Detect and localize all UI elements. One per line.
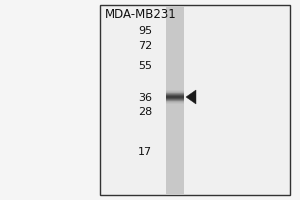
Bar [166,6,184,194]
Bar [166,92,184,93]
Text: 36: 36 [138,93,152,103]
Bar [166,96,184,97]
Text: 95: 95 [138,26,152,36]
Polygon shape [186,90,196,104]
Bar [166,101,184,102]
Bar [166,93,184,94]
Text: 17: 17 [138,147,152,157]
Bar [166,95,184,96]
Text: 55: 55 [138,61,152,71]
Bar [166,97,184,98]
Bar [100,5,290,195]
Bar [166,100,184,101]
Text: MDA-MB231: MDA-MB231 [105,8,177,21]
Bar [166,99,184,100]
Text: 72: 72 [138,41,152,51]
Bar [166,102,184,103]
Bar [166,98,184,99]
Bar [166,94,184,95]
Bar [166,90,184,91]
Text: 28: 28 [138,107,152,117]
Bar [166,91,184,92]
Bar [166,103,184,104]
